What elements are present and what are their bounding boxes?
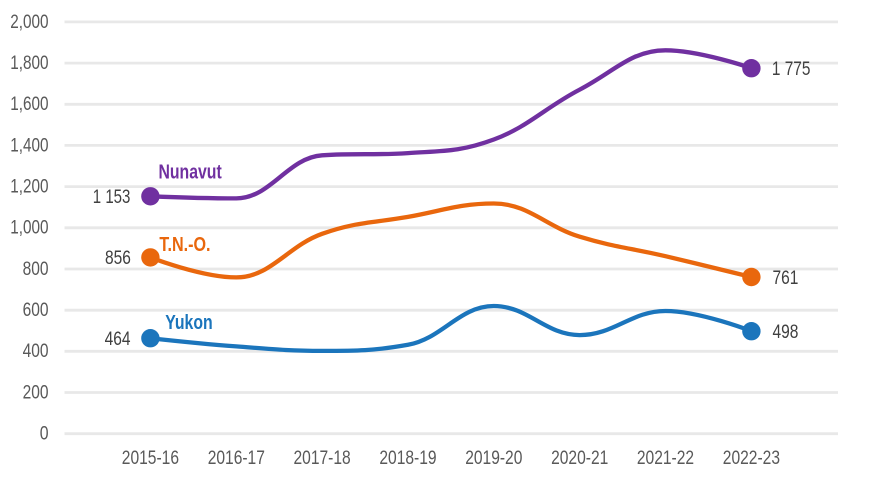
svg-text:Nunavut: Nunavut [159, 162, 222, 184]
svg-text:2020-21: 2020-21 [551, 447, 608, 469]
svg-text:T.N.-O.: T.N.-O. [159, 234, 210, 256]
svg-text:800: 800 [23, 258, 49, 280]
svg-text:1,800: 1,800 [10, 52, 48, 74]
svg-text:2018-19: 2018-19 [379, 447, 436, 469]
svg-text:2022-23: 2022-23 [723, 447, 780, 469]
svg-text:1 775: 1 775 [772, 58, 811, 80]
svg-text:464: 464 [105, 328, 131, 350]
svg-text:498: 498 [773, 321, 799, 343]
svg-text:2017-18: 2017-18 [294, 447, 351, 469]
svg-text:1,000: 1,000 [10, 217, 48, 239]
svg-text:400: 400 [23, 340, 49, 362]
svg-text:761: 761 [773, 267, 799, 289]
svg-text:200: 200 [23, 381, 49, 403]
svg-text:1,400: 1,400 [10, 134, 48, 156]
svg-text:2016-17: 2016-17 [208, 447, 265, 469]
svg-text:856: 856 [105, 247, 131, 269]
svg-text:2019-20: 2019-20 [465, 447, 522, 469]
svg-text:Yukon: Yukon [165, 312, 213, 334]
svg-text:1,200: 1,200 [10, 176, 48, 198]
svg-text:0: 0 [40, 423, 49, 445]
svg-text:2,000: 2,000 [10, 11, 48, 33]
svg-text:600: 600 [23, 299, 49, 321]
svg-text:1 153: 1 153 [93, 186, 131, 208]
svg-text:2021-22: 2021-22 [637, 447, 694, 469]
svg-text:1,600: 1,600 [10, 93, 48, 115]
svg-text:2015-16: 2015-16 [122, 447, 179, 469]
